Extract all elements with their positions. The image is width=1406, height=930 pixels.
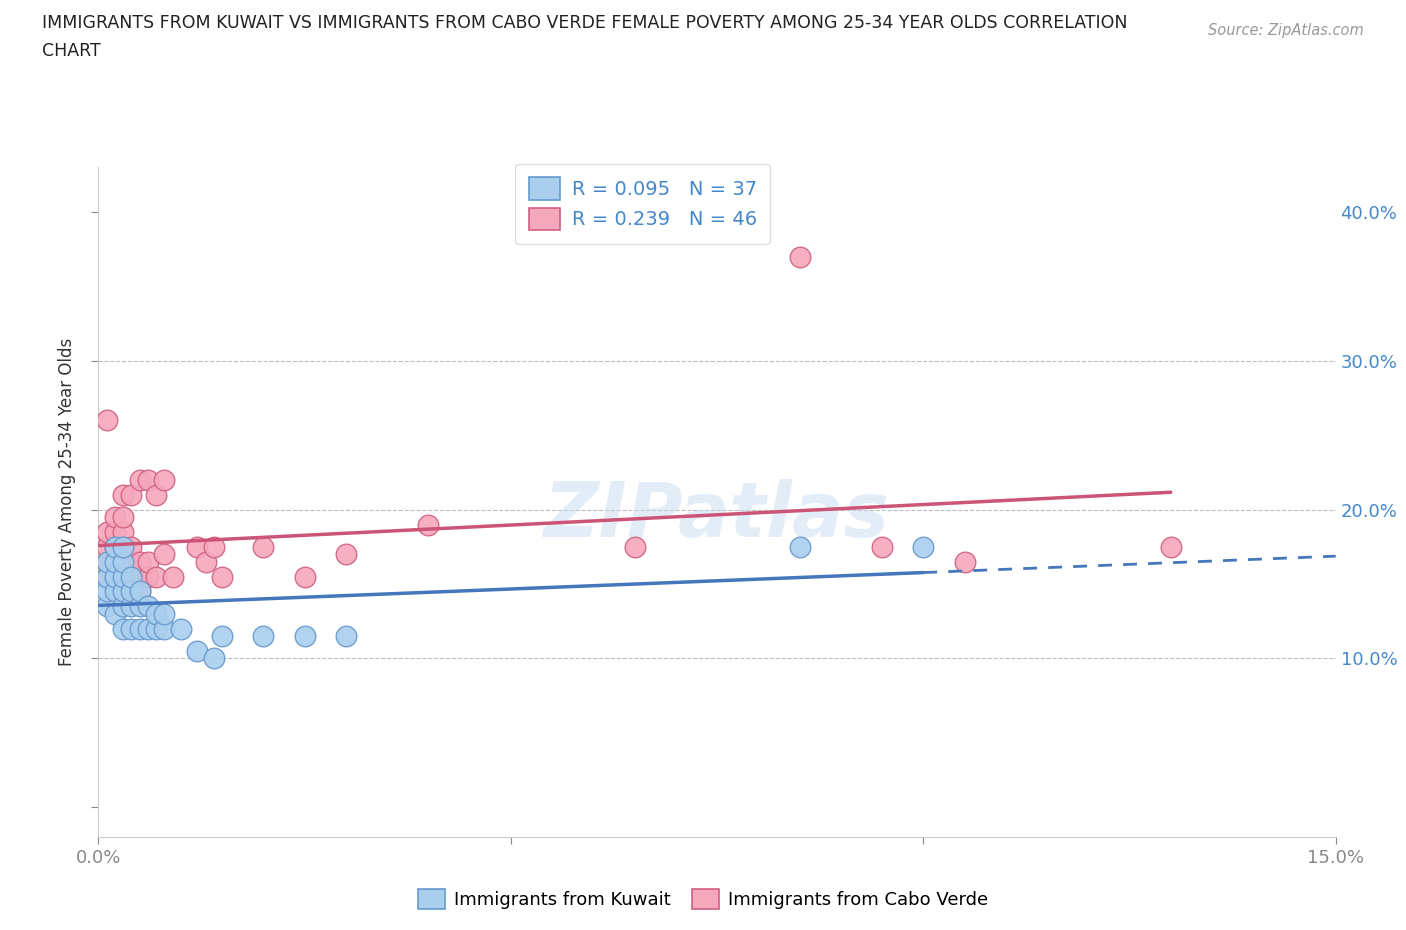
Point [953,554,976,569]
Point [136,554,159,569]
Point [96,584,118,599]
Point [335,547,357,562]
Point [120,584,142,599]
Point [96,599,118,614]
Point [870,539,893,554]
Point [112,584,135,599]
Point [120,621,142,636]
Point [153,547,176,562]
Point [202,539,225,554]
Point [112,510,135,525]
Point [211,629,233,644]
Point [120,569,142,584]
Point [96,554,118,569]
Point [145,569,167,584]
Point [211,569,233,584]
Point [96,539,118,554]
Point [104,606,127,621]
Point [194,554,217,569]
Point [153,606,176,621]
Point [96,569,118,584]
Text: IMMIGRANTS FROM KUWAIT VS IMMIGRANTS FROM CABO VERDE FEMALE POVERTY AMONG 25-34 : IMMIGRANTS FROM KUWAIT VS IMMIGRANTS FRO… [42,14,1128,32]
Point [112,621,135,636]
Point [145,606,167,621]
Point [112,554,135,569]
Point [112,539,135,554]
Point [252,539,274,554]
Point [186,539,208,554]
Point [120,569,142,584]
Point [112,569,135,584]
Point [112,554,135,569]
Point [789,539,811,554]
Point [128,472,150,487]
Text: CHART: CHART [42,42,101,60]
Point [104,569,127,584]
Point [136,599,159,614]
Point [128,584,150,599]
Point [294,629,316,644]
Point [96,525,118,539]
Point [335,629,357,644]
Point [202,651,225,666]
Text: Source: ZipAtlas.com: Source: ZipAtlas.com [1208,23,1364,38]
Point [623,539,645,554]
Legend: R = 0.095   N = 37, R = 0.239   N = 46: R = 0.095 N = 37, R = 0.239 N = 46 [515,164,770,244]
Point [136,472,159,487]
Point [136,621,159,636]
Point [104,554,127,569]
Point [789,249,811,264]
Point [128,621,150,636]
Point [145,487,167,502]
Point [128,584,150,599]
Point [912,539,935,554]
Point [112,569,135,584]
Point [145,621,167,636]
Point [128,554,150,569]
Point [112,525,135,539]
Legend: Immigrants from Kuwait, Immigrants from Cabo Verde: Immigrants from Kuwait, Immigrants from … [411,882,995,916]
Point [120,539,142,554]
Point [104,569,127,584]
Point [120,554,142,569]
Point [136,569,159,584]
Point [120,584,142,599]
Point [153,621,176,636]
Point [104,554,127,569]
Point [96,554,118,569]
Point [418,517,440,532]
Point [104,539,127,554]
Point [112,487,135,502]
Point [112,599,135,614]
Point [104,510,127,525]
Point [162,569,184,584]
Point [153,472,176,487]
Point [186,644,208,658]
Point [104,525,127,539]
Point [120,599,142,614]
Point [170,621,193,636]
Point [128,599,150,614]
Point [96,413,118,428]
Y-axis label: Female Poverty Among 25-34 Year Olds: Female Poverty Among 25-34 Year Olds [58,339,76,666]
Text: ZIPatlas: ZIPatlas [544,479,890,552]
Point [104,539,127,554]
Point [120,487,142,502]
Point [294,569,316,584]
Point [112,539,135,554]
Point [252,629,274,644]
Point [1160,539,1182,554]
Point [96,569,118,584]
Point [128,569,150,584]
Point [104,584,127,599]
